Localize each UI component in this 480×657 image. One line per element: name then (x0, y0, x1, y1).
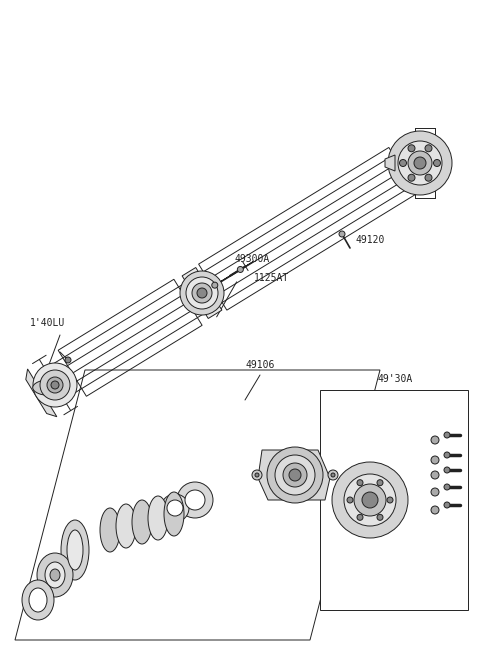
Ellipse shape (67, 530, 83, 570)
Ellipse shape (444, 452, 450, 458)
Ellipse shape (164, 492, 184, 536)
Ellipse shape (433, 160, 441, 166)
Ellipse shape (167, 500, 183, 516)
Ellipse shape (399, 160, 407, 166)
Ellipse shape (431, 471, 439, 479)
Ellipse shape (65, 357, 71, 363)
Polygon shape (320, 390, 468, 610)
Ellipse shape (444, 484, 450, 490)
Ellipse shape (283, 463, 307, 487)
Polygon shape (182, 267, 222, 319)
Text: 49300A: 49300A (235, 254, 270, 264)
Ellipse shape (255, 473, 259, 477)
Ellipse shape (192, 283, 212, 303)
Ellipse shape (444, 467, 450, 473)
Ellipse shape (431, 488, 439, 496)
Ellipse shape (347, 497, 353, 503)
Ellipse shape (161, 494, 189, 522)
Ellipse shape (332, 462, 408, 538)
Polygon shape (385, 155, 395, 171)
Text: 1125AT: 1125AT (253, 273, 289, 283)
Ellipse shape (414, 157, 426, 169)
Ellipse shape (431, 456, 439, 464)
Ellipse shape (180, 271, 224, 315)
Text: 49'30A: 49'30A (378, 374, 413, 384)
Ellipse shape (212, 282, 218, 288)
Ellipse shape (408, 174, 415, 181)
Ellipse shape (362, 492, 378, 508)
Ellipse shape (388, 131, 452, 195)
Ellipse shape (40, 370, 70, 400)
Ellipse shape (33, 363, 77, 407)
Ellipse shape (197, 288, 207, 298)
Ellipse shape (51, 381, 59, 389)
Ellipse shape (267, 447, 323, 503)
Ellipse shape (387, 497, 393, 503)
Ellipse shape (45, 562, 65, 588)
Ellipse shape (148, 496, 168, 540)
Text: 49106: 49106 (245, 360, 275, 370)
Ellipse shape (377, 514, 383, 520)
Ellipse shape (132, 500, 152, 544)
Text: 49120: 49120 (355, 235, 384, 245)
Ellipse shape (289, 469, 301, 481)
Ellipse shape (339, 231, 345, 237)
Ellipse shape (50, 569, 60, 581)
Ellipse shape (328, 470, 338, 480)
Polygon shape (205, 261, 253, 291)
Ellipse shape (331, 473, 335, 477)
Ellipse shape (237, 267, 243, 273)
Ellipse shape (185, 490, 205, 510)
Ellipse shape (408, 151, 432, 175)
Ellipse shape (47, 377, 63, 393)
Ellipse shape (377, 480, 383, 486)
Ellipse shape (61, 520, 89, 580)
Polygon shape (15, 370, 380, 640)
Ellipse shape (100, 508, 120, 552)
Polygon shape (258, 450, 330, 500)
Ellipse shape (444, 432, 450, 438)
Ellipse shape (357, 480, 363, 486)
Ellipse shape (37, 553, 73, 597)
Ellipse shape (29, 588, 47, 612)
Ellipse shape (425, 145, 432, 152)
Ellipse shape (33, 380, 69, 396)
Ellipse shape (425, 174, 432, 181)
Text: 1'40LU: 1'40LU (30, 318, 65, 328)
Ellipse shape (116, 504, 136, 548)
Ellipse shape (177, 482, 213, 518)
Ellipse shape (354, 484, 386, 516)
Ellipse shape (431, 436, 439, 444)
Ellipse shape (398, 141, 442, 185)
Ellipse shape (186, 277, 218, 309)
Ellipse shape (357, 514, 363, 520)
Polygon shape (26, 369, 57, 417)
Ellipse shape (344, 474, 396, 526)
Ellipse shape (252, 470, 262, 480)
Ellipse shape (408, 145, 415, 152)
Ellipse shape (444, 502, 450, 508)
Ellipse shape (431, 506, 439, 514)
Ellipse shape (22, 580, 54, 620)
Ellipse shape (275, 455, 315, 495)
